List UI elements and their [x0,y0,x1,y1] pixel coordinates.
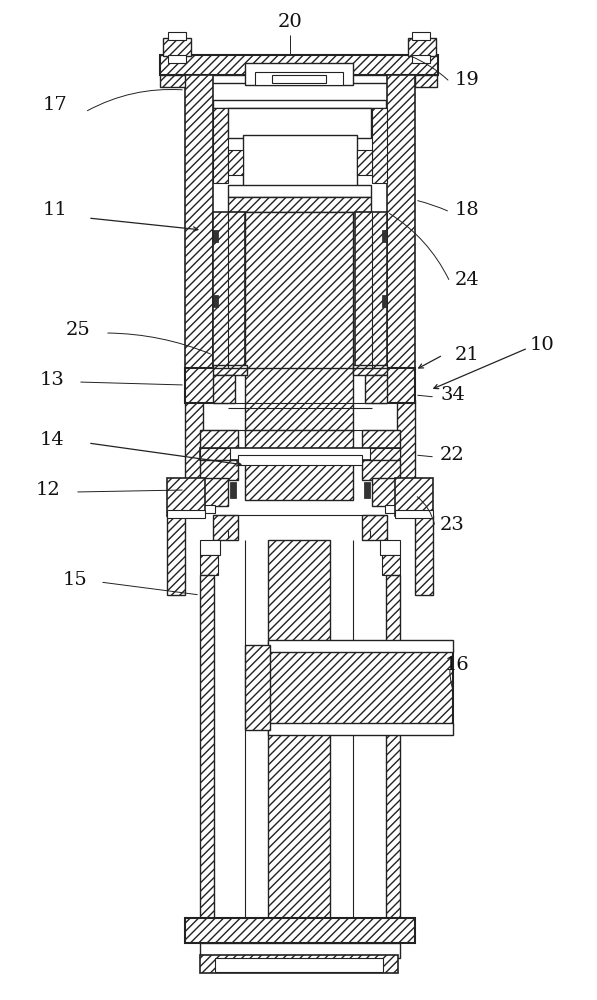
Bar [245,63,353,85]
Bar [228,150,243,175]
Bar [268,540,330,930]
Bar [386,575,400,920]
Bar [228,185,371,197]
Bar [200,575,214,920]
Bar [168,32,186,40]
Text: 24: 24 [455,271,480,289]
Bar [238,455,362,465]
Bar [412,55,430,63]
Bar [382,230,387,242]
Bar [362,515,387,540]
Bar [268,640,453,652]
Bar [372,478,400,506]
Text: 21: 21 [455,346,480,364]
Bar [268,650,453,725]
Bar [230,482,236,498]
Bar [200,540,220,555]
Bar [245,430,353,500]
Bar [397,400,415,500]
Bar [382,295,387,307]
Text: 13: 13 [39,371,64,389]
Bar [167,478,205,516]
Bar [167,510,205,518]
Text: 16: 16 [445,656,470,674]
Bar [185,918,415,943]
Bar [215,958,383,972]
Bar [364,482,370,498]
Bar [355,212,387,372]
Text: 25: 25 [66,321,90,339]
Text: 22: 22 [440,446,464,464]
Text: 17: 17 [42,96,67,114]
Text: 11: 11 [42,201,67,219]
Bar [387,370,415,400]
Text: 20: 20 [278,13,302,31]
Bar [415,515,433,595]
Bar [200,448,400,460]
Bar [243,135,357,190]
Bar [353,365,387,375]
Bar [213,230,218,242]
Bar [380,540,400,555]
Bar [395,478,433,516]
Bar [200,430,238,455]
Bar [185,400,203,500]
Bar [268,723,453,735]
Bar [395,510,433,518]
Bar [245,212,353,432]
Bar [185,370,213,400]
Bar [185,368,227,403]
Bar [200,955,398,973]
Bar [362,430,400,455]
Text: 14: 14 [39,431,64,449]
Text: 10: 10 [530,336,555,354]
Bar [200,460,238,480]
Bar [200,448,230,460]
Bar [200,555,218,575]
Bar [167,515,185,595]
Bar [255,72,343,85]
Bar [412,32,430,40]
Bar [213,100,386,108]
Bar [372,108,387,183]
Bar [272,75,326,83]
Bar [213,295,218,307]
Bar [245,645,270,730]
Bar [213,212,245,372]
Bar [200,943,400,958]
Text: 18: 18 [455,201,480,219]
Bar [185,75,213,370]
Bar [213,108,228,183]
Bar [373,368,415,403]
Bar [415,75,437,87]
Bar [185,75,413,83]
Bar [385,505,400,513]
Text: 19: 19 [455,71,480,89]
Bar [213,375,235,403]
Bar [213,365,247,375]
Bar [382,555,400,575]
Bar [160,55,438,75]
Bar [200,505,215,513]
Bar [168,55,186,63]
Bar [365,375,387,403]
Bar [370,448,400,460]
Text: 34: 34 [440,386,465,404]
Text: 15: 15 [63,571,87,589]
Text: 23: 23 [440,516,465,534]
Bar [213,515,238,540]
Bar [228,197,371,212]
Bar [160,75,185,87]
Bar [228,108,371,138]
Bar [387,75,415,370]
Bar [163,38,191,56]
Bar [357,150,372,175]
Bar [200,478,228,506]
Text: 12: 12 [36,481,60,499]
Bar [408,38,436,56]
Bar [362,460,400,480]
